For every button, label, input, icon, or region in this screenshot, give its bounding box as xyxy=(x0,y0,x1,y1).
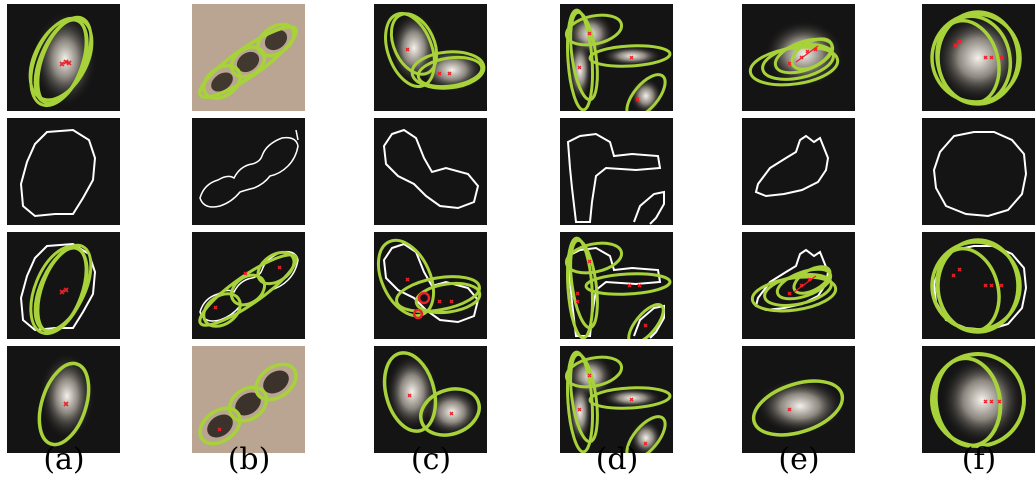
cell-c-row2 xyxy=(374,118,487,225)
cell-f-row1 xyxy=(922,4,1035,111)
caption-d: (d) xyxy=(595,442,639,477)
cell-c-row4 xyxy=(374,346,487,453)
cell-c-row3 xyxy=(374,232,487,339)
caption-f: (f) xyxy=(961,442,997,477)
caption-e: (e) xyxy=(778,442,820,477)
cell-a-row4 xyxy=(7,346,120,453)
caption-b: (b) xyxy=(227,442,271,477)
cell-f-row3 xyxy=(922,232,1035,339)
cell-f-row4 xyxy=(922,346,1035,453)
cell-d-row2 xyxy=(560,118,673,225)
cell-b-row2 xyxy=(192,118,305,225)
cell-e-row1 xyxy=(742,4,855,111)
cell-a-row3 xyxy=(7,232,120,339)
cell-e-row4 xyxy=(742,346,855,453)
cell-b-row4 xyxy=(192,346,305,453)
cell-d-row3 xyxy=(560,232,673,339)
cell-e-row2 xyxy=(742,118,855,225)
caption-a: (a) xyxy=(43,442,85,477)
cell-b-row1 xyxy=(192,4,305,111)
cell-d-row4 xyxy=(560,346,673,453)
cell-c-row1 xyxy=(374,4,487,111)
caption-c: (c) xyxy=(410,442,452,477)
cell-e-row3 xyxy=(742,232,855,339)
cell-a-row1 xyxy=(7,4,120,111)
cell-a-row2 xyxy=(7,118,120,225)
cell-b-row3 xyxy=(192,232,305,339)
cell-f-row2 xyxy=(922,118,1035,225)
cell-d-row1 xyxy=(560,4,673,111)
